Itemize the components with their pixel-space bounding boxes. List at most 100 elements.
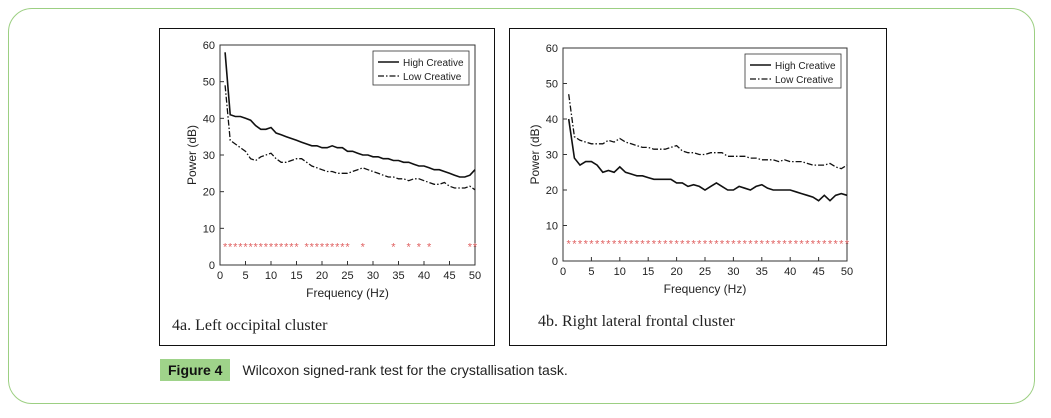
- significance-marker: *: [584, 238, 589, 250]
- significance-marker: *: [289, 242, 294, 254]
- significance-marker: *: [294, 242, 299, 254]
- significance-marker: *: [754, 238, 759, 250]
- x-tick-label: 45: [812, 266, 824, 278]
- significance-marker: *: [640, 238, 645, 250]
- significance-marker: *: [839, 238, 844, 250]
- significance-marker: *: [822, 238, 827, 250]
- significance-marker: *: [578, 238, 583, 250]
- significance-marker: *: [697, 238, 702, 250]
- significance-marker: *: [567, 238, 572, 250]
- significance-marker: *: [833, 238, 838, 250]
- significance-marker: *: [269, 242, 274, 254]
- significance-marker: *: [799, 238, 804, 250]
- significance-marker: *: [720, 238, 725, 250]
- significance-marker: *: [589, 238, 594, 250]
- significance-marker: *: [248, 242, 253, 254]
- x-tick-label: 25: [699, 266, 711, 278]
- y-tick-label: 50: [546, 79, 558, 91]
- significance-marker: *: [811, 238, 816, 250]
- significance-marker: *: [325, 242, 330, 254]
- significance-marker: *: [417, 242, 422, 254]
- y-tick-label: 60: [203, 40, 215, 52]
- significance-marker: *: [828, 238, 833, 250]
- significance-marker: *: [279, 242, 284, 254]
- significance-marker: *: [606, 238, 611, 250]
- chart-4a: 0 5 10 15 20 25 30 35 40 45 50 0 10 20 30 40 50 60 Frequen…: [172, 40, 481, 334]
- significance-marker: *: [330, 242, 335, 254]
- significance-marker: *: [243, 242, 248, 254]
- y-tick-label: 0: [552, 256, 558, 268]
- significance-marker: *: [714, 238, 719, 250]
- significance-marker: *: [680, 238, 685, 250]
- significance-marker: *: [228, 242, 233, 254]
- figure-caption-text: Wilcoxon signed-rank test for the crysta…: [242, 362, 568, 378]
- significance-marker: *: [254, 242, 259, 254]
- significance-marker: *: [760, 238, 765, 250]
- significance-marker: *: [703, 238, 708, 250]
- y-tick-label: 20: [203, 187, 215, 199]
- significance-marker: *: [320, 242, 325, 254]
- legend-entry: Low Creative: [775, 75, 834, 86]
- significance-marker: *: [233, 242, 238, 254]
- significance-marker: *: [816, 238, 821, 250]
- significance-marker: *: [468, 242, 473, 254]
- y-tick-label: 30: [546, 150, 558, 162]
- significance-marker: *: [669, 238, 674, 250]
- significance-marker: *: [652, 238, 657, 250]
- legend-box: [744, 53, 842, 89]
- series-line-high-creative: [224, 52, 476, 178]
- significance-marker: *: [731, 238, 736, 250]
- x-tick-label: 0: [560, 266, 566, 278]
- panel-label: 4b. Right lateral frontal cluster: [538, 313, 736, 330]
- figure-caption: Figure 4 Wilcoxon signed-rank test for t…: [160, 358, 568, 382]
- chart-4b: 0 5 10 15 20 25 30 35 40 45 50 0 10 20 30 40 50 60 Frequen…: [528, 43, 853, 330]
- figure-tag: Figure 4: [160, 359, 231, 381]
- significance-marker: *: [407, 242, 412, 254]
- significance-marker: *: [595, 238, 600, 250]
- figure-frame: [8, 8, 1035, 404]
- x-tick-label: 10: [614, 266, 626, 278]
- x-axis-label: Frequency (Hz): [664, 282, 747, 296]
- significance-marker: *: [663, 238, 668, 250]
- x-tick-label: 0: [217, 270, 223, 282]
- legend-entry: High Creative: [775, 61, 836, 72]
- significance-marker: *: [274, 242, 279, 254]
- significance-marker: *: [771, 238, 776, 250]
- significance-marker: *: [845, 238, 850, 250]
- chart-panel-4a: 0 5 10 15 20 25 30 35 40 45 50 0 10 20 30 40 50 60 Frequen…: [159, 28, 495, 346]
- significance-marker: *: [629, 238, 634, 250]
- significance-marker: *: [635, 238, 640, 250]
- significance-marker: *: [782, 238, 787, 250]
- significance-marker: *: [646, 238, 651, 250]
- significance-marker: *: [315, 242, 320, 254]
- chart-panel-4b: 0 5 10 15 20 25 30 35 40 45 50 0 10 20 30 40 50 60 Frequen…: [509, 28, 887, 346]
- x-tick-label: 20: [670, 266, 682, 278]
- x-tick-label: 50: [841, 266, 853, 278]
- y-tick-label: 10: [546, 221, 558, 233]
- significance-marker: *: [305, 242, 310, 254]
- significance-marker: *: [259, 242, 264, 254]
- legend-entry: Low Creative: [403, 72, 462, 83]
- x-tick-label: 30: [727, 266, 739, 278]
- y-tick-label: 60: [546, 43, 558, 55]
- significance-marker: *: [361, 242, 366, 254]
- y-tick-label: 40: [546, 114, 558, 126]
- x-tick-label: 40: [418, 270, 430, 282]
- significance-marker: *: [777, 238, 782, 250]
- legend-entry: High Creative: [403, 58, 464, 69]
- significance-marker: *: [691, 238, 696, 250]
- x-tick-label: 30: [367, 270, 379, 282]
- x-tick-label: 35: [756, 266, 768, 278]
- series-line-high-creative: [567, 118, 848, 202]
- significance-marker: *: [310, 242, 315, 254]
- x-tick-label: 50: [469, 270, 481, 282]
- y-tick-label: 20: [546, 185, 558, 197]
- y-axis-label: Power (dB): [185, 125, 199, 185]
- significance-marker: *: [572, 238, 577, 250]
- y-tick-label: 40: [203, 113, 215, 125]
- significance-marker: *: [618, 238, 623, 250]
- x-tick-label: 20: [316, 270, 328, 282]
- significance-marker: *: [788, 238, 793, 250]
- x-tick-label: 45: [443, 270, 455, 282]
- significance-marker: *: [340, 242, 345, 254]
